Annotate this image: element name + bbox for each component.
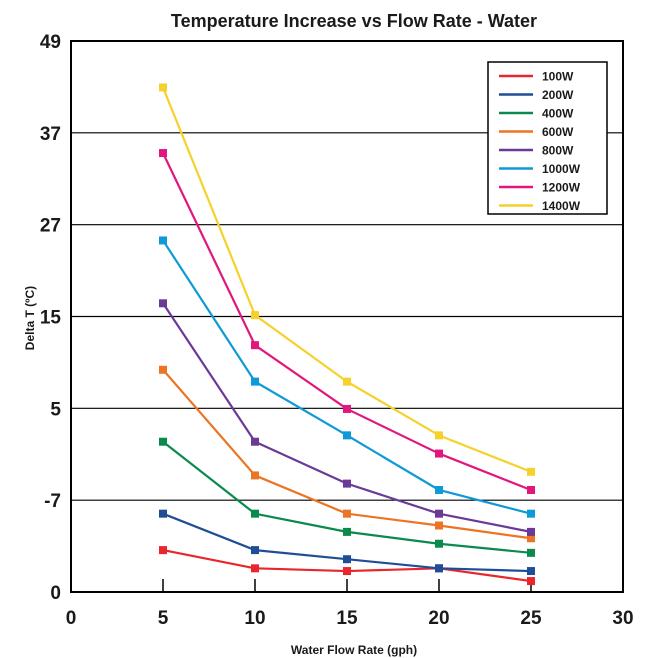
series-line-1400w	[161, 87, 532, 473]
y-tick-label: 5	[50, 399, 61, 420]
x-tick-label: 10	[244, 608, 265, 629]
x-tick-label: 15	[336, 608, 358, 629]
data-point-1000w	[343, 431, 351, 440]
data-point-1200w	[251, 341, 259, 350]
legend-label: 1000W	[542, 162, 581, 176]
data-point-100w	[159, 546, 167, 555]
data-point-1000w	[527, 509, 535, 518]
data-point-1400w	[435, 431, 443, 440]
data-point-200w	[435, 564, 443, 573]
data-point-800w	[251, 437, 259, 446]
chart-title: Temperature Increase vs Flow Rate - Wate…	[171, 11, 537, 31]
series-line-800w	[162, 302, 532, 533]
data-point-800w	[343, 479, 351, 488]
data-point-1200w	[527, 485, 535, 494]
y-axis-ticks: 0 -7 5 15 27 37 49	[40, 32, 62, 604]
x-tick-label: 25	[520, 608, 542, 629]
legend-label: 200W	[542, 88, 574, 102]
series-group	[159, 83, 535, 586]
y-tick-label: 15	[40, 308, 62, 329]
data-point-1400w	[159, 83, 167, 92]
data-point-600w	[251, 471, 259, 480]
data-point-1400w	[527, 467, 535, 476]
data-point-100w	[251, 564, 259, 573]
data-point-1400w	[251, 311, 259, 320]
legend-label: 600W	[542, 125, 574, 139]
data-point-1200w	[343, 404, 351, 413]
y-tick-label: 49	[40, 32, 61, 53]
data-point-400w	[435, 539, 443, 548]
x-axis-ticks: 0 5 10 15 20 25 30	[66, 579, 634, 629]
data-point-400w	[251, 509, 259, 518]
y-tick-label: 0	[50, 583, 61, 604]
legend-label: 100W	[542, 70, 574, 84]
x-tick-label: 0	[66, 608, 77, 629]
data-point-600w	[435, 521, 443, 530]
data-point-600w	[527, 534, 535, 543]
x-tick-label: 20	[428, 608, 449, 629]
data-point-200w	[343, 555, 351, 564]
data-point-400w	[159, 437, 167, 446]
gridlines	[71, 132, 623, 501]
series-line-100w	[162, 549, 532, 583]
data-point-800w	[159, 299, 167, 308]
legend: 100W 200W 400W 600W 800W 1000W 1200W 1400W	[487, 61, 608, 215]
data-point-600w	[343, 509, 351, 518]
y-tick-label: -7	[44, 491, 61, 512]
data-point-1000w	[435, 485, 443, 494]
data-point-1000w	[159, 236, 167, 245]
x-axis-label: Water Flow Rate (gph)	[291, 643, 417, 657]
y-axis-label: Delta T (ºC)	[23, 286, 37, 350]
data-point-200w	[527, 567, 535, 576]
legend-box	[487, 61, 608, 215]
x-tick-label: 5	[158, 608, 169, 629]
data-point-400w	[527, 548, 535, 557]
data-point-1400w	[343, 377, 351, 386]
legend-label: 1200W	[542, 181, 581, 195]
data-point-200w	[251, 546, 259, 555]
data-point-400w	[343, 527, 351, 536]
legend-label: 800W	[542, 144, 574, 158]
data-point-800w	[435, 509, 443, 518]
legend-label: 400W	[542, 107, 574, 121]
series-line-1000w	[162, 239, 532, 515]
y-tick-label: 27	[40, 216, 61, 237]
data-point-100w	[527, 577, 535, 586]
x-tick-label: 30	[612, 608, 633, 629]
data-point-100w	[343, 567, 351, 576]
y-tick-label: 37	[40, 124, 61, 145]
data-point-1200w	[435, 449, 443, 458]
data-point-200w	[159, 509, 167, 518]
data-point-600w	[159, 365, 167, 374]
data-point-1000w	[251, 377, 259, 386]
data-point-1200w	[159, 149, 167, 158]
legend-label: 1400W	[542, 199, 581, 213]
data-point-800w	[527, 527, 535, 536]
series-line-1200w	[162, 152, 532, 492]
